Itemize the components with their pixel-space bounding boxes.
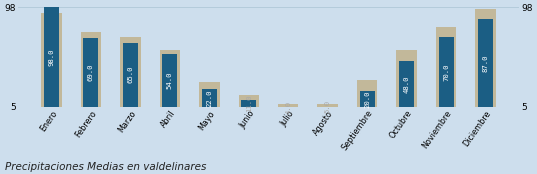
Bar — [357, 80, 378, 112]
Bar — [41, 13, 62, 112]
Bar — [475, 9, 496, 112]
Text: 48.0: 48.0 — [404, 75, 410, 93]
Text: 11.0: 11.0 — [246, 95, 252, 112]
Text: 87.0: 87.0 — [483, 54, 489, 72]
Text: Precipitaciones Medias en valdelinares: Precipitaciones Medias en valdelinares — [5, 162, 207, 172]
Bar — [478, 19, 493, 112]
Bar — [120, 37, 141, 112]
Text: 70.0: 70.0 — [443, 63, 449, 81]
Text: 20.0: 20.0 — [364, 90, 370, 108]
Text: 98.0: 98.0 — [48, 48, 54, 66]
Bar — [281, 108, 296, 112]
Bar — [396, 50, 417, 112]
Text: 69.0: 69.0 — [88, 64, 94, 81]
Bar — [399, 61, 414, 112]
Bar — [241, 100, 256, 112]
Bar — [81, 32, 101, 112]
Text: 5.0: 5.0 — [325, 100, 331, 113]
Bar — [278, 104, 299, 112]
Text: 54.0: 54.0 — [167, 72, 173, 89]
Bar — [436, 27, 456, 112]
Bar — [238, 95, 259, 112]
Bar — [320, 107, 335, 112]
Text: 22.0: 22.0 — [206, 89, 212, 106]
Bar — [159, 50, 180, 112]
Bar — [44, 7, 59, 112]
Bar — [439, 37, 454, 112]
Bar — [83, 38, 98, 112]
Bar — [317, 104, 338, 112]
Bar — [202, 89, 217, 112]
Bar — [162, 54, 177, 112]
Bar — [199, 82, 220, 112]
Text: 4.0: 4.0 — [285, 101, 291, 114]
Bar — [360, 91, 375, 112]
Bar — [123, 43, 138, 112]
Text: 65.0: 65.0 — [127, 66, 133, 84]
